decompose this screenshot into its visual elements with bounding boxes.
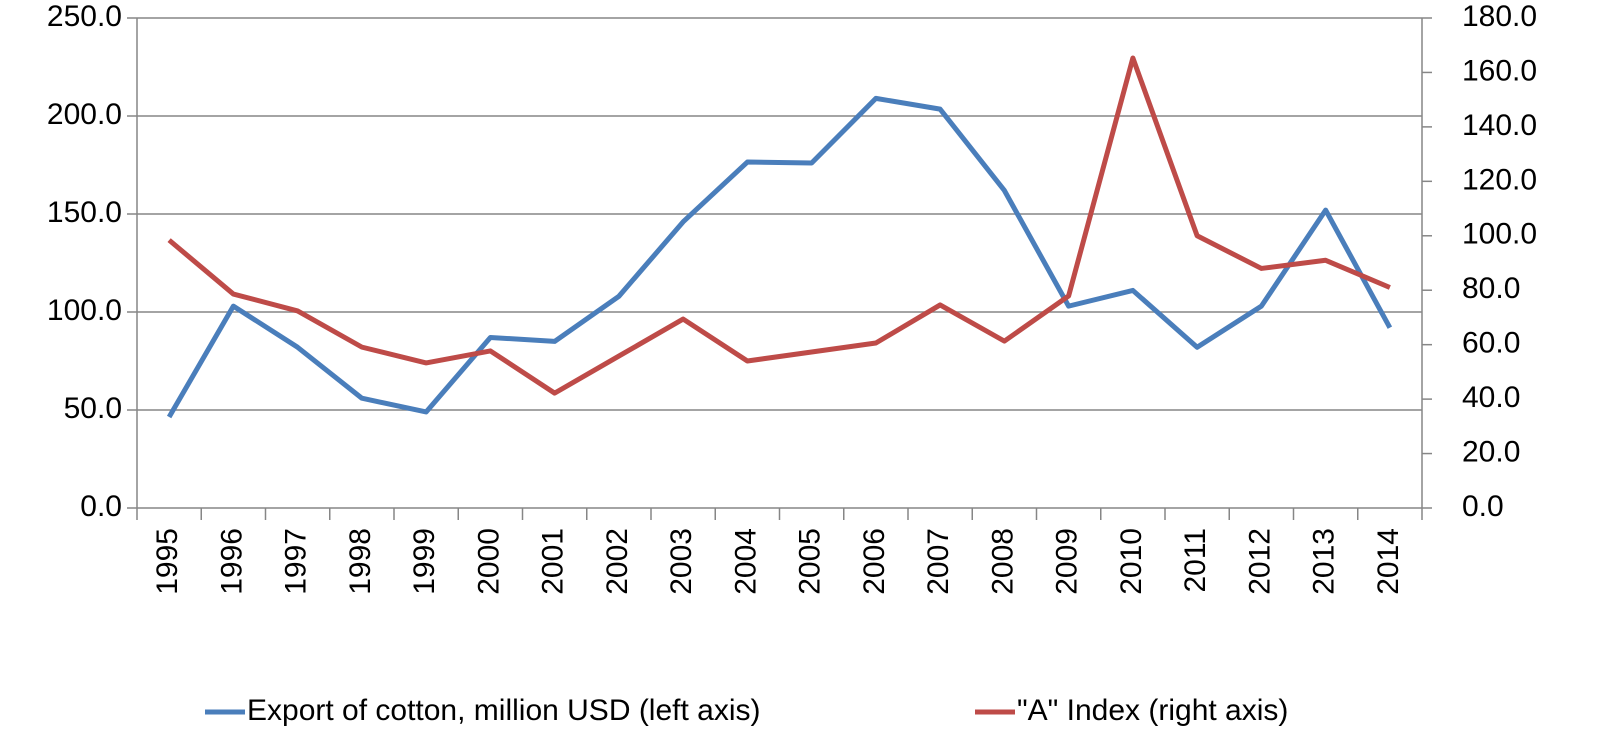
y2-tick-label: 100.0 xyxy=(1462,218,1537,251)
x-tick-label: 1996 xyxy=(215,528,248,595)
legend-label: "A" Index (right axis) xyxy=(1017,694,1288,727)
x-tick-label: 2012 xyxy=(1243,528,1276,595)
y2-tick-label: 20.0 xyxy=(1462,435,1520,468)
x-tick-label: 1999 xyxy=(408,528,441,595)
x-tick-label: 1998 xyxy=(344,528,377,595)
x-tick-label: 2007 xyxy=(922,528,955,595)
y2-tick-label: 80.0 xyxy=(1462,272,1520,305)
y2-tick-label: 140.0 xyxy=(1462,109,1537,142)
x-tick-label: 2013 xyxy=(1308,528,1341,595)
series-line xyxy=(166,95,1393,419)
x-tick-label: 2005 xyxy=(794,528,827,595)
legend-label: Export of cotton, million USD (left axis… xyxy=(247,694,761,727)
x-tick-label: 2008 xyxy=(986,528,1019,595)
y-tick-label: 100.0 xyxy=(47,294,122,327)
x-tick-label: 2010 xyxy=(1115,528,1148,595)
x-tick-label: 2000 xyxy=(472,528,505,595)
x-tick-label: 2002 xyxy=(601,528,634,595)
x-tick-label: 2006 xyxy=(858,528,891,595)
y2-tick-label: 40.0 xyxy=(1462,381,1520,414)
series-line xyxy=(167,55,1391,396)
y-tick-label: 200.0 xyxy=(47,98,122,131)
y2-tick-label: 0.0 xyxy=(1462,490,1504,523)
y-tick-label: 250.0 xyxy=(47,0,122,33)
x-tick-label: 1995 xyxy=(151,528,184,595)
y2-tick-label: 60.0 xyxy=(1462,327,1520,360)
x-tick-label: 2004 xyxy=(729,528,762,595)
y-tick-label: 150.0 xyxy=(47,196,122,229)
y2-tick-label: 160.0 xyxy=(1462,54,1537,87)
y-tick-label: 0.0 xyxy=(80,490,122,523)
x-tick-label: 2009 xyxy=(1051,528,1084,595)
y2-tick-label: 180.0 xyxy=(1462,0,1537,33)
x-tick-label: 1997 xyxy=(280,528,313,595)
y2-tick-label: 120.0 xyxy=(1462,163,1537,196)
x-tick-label: 2003 xyxy=(665,528,698,595)
y-tick-label: 50.0 xyxy=(64,392,122,425)
x-tick-label: 2001 xyxy=(537,528,570,595)
x-tick-label: 2011 xyxy=(1179,528,1212,593)
x-tick-label: 2014 xyxy=(1372,528,1405,595)
